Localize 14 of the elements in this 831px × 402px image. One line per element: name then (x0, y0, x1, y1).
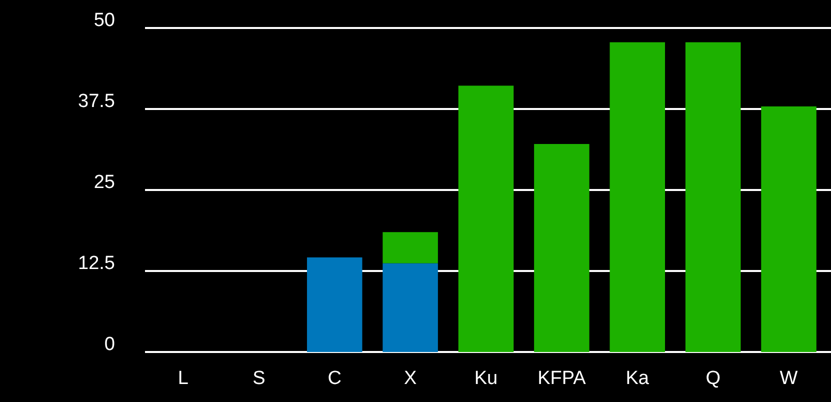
x-tick-label: X (404, 368, 417, 389)
x-tick-label: Ka (626, 368, 650, 389)
x-tick-label: Ku (474, 368, 498, 389)
x-tick-label: L (178, 368, 189, 389)
y-tick-label: 0 (104, 334, 115, 356)
x-tick-label: W (780, 368, 798, 389)
y-tick-label: 37.5 (78, 91, 115, 112)
y-tick-label: 50 (94, 10, 115, 32)
x-tick-label: KFPA (538, 368, 586, 389)
x-tick-label: C (328, 368, 342, 389)
y-tick-label: 12.5 (78, 253, 115, 274)
x-tick-label: S (252, 368, 266, 389)
x-tick-label: Q (706, 368, 720, 389)
y-tick-label: 25 (94, 172, 115, 194)
